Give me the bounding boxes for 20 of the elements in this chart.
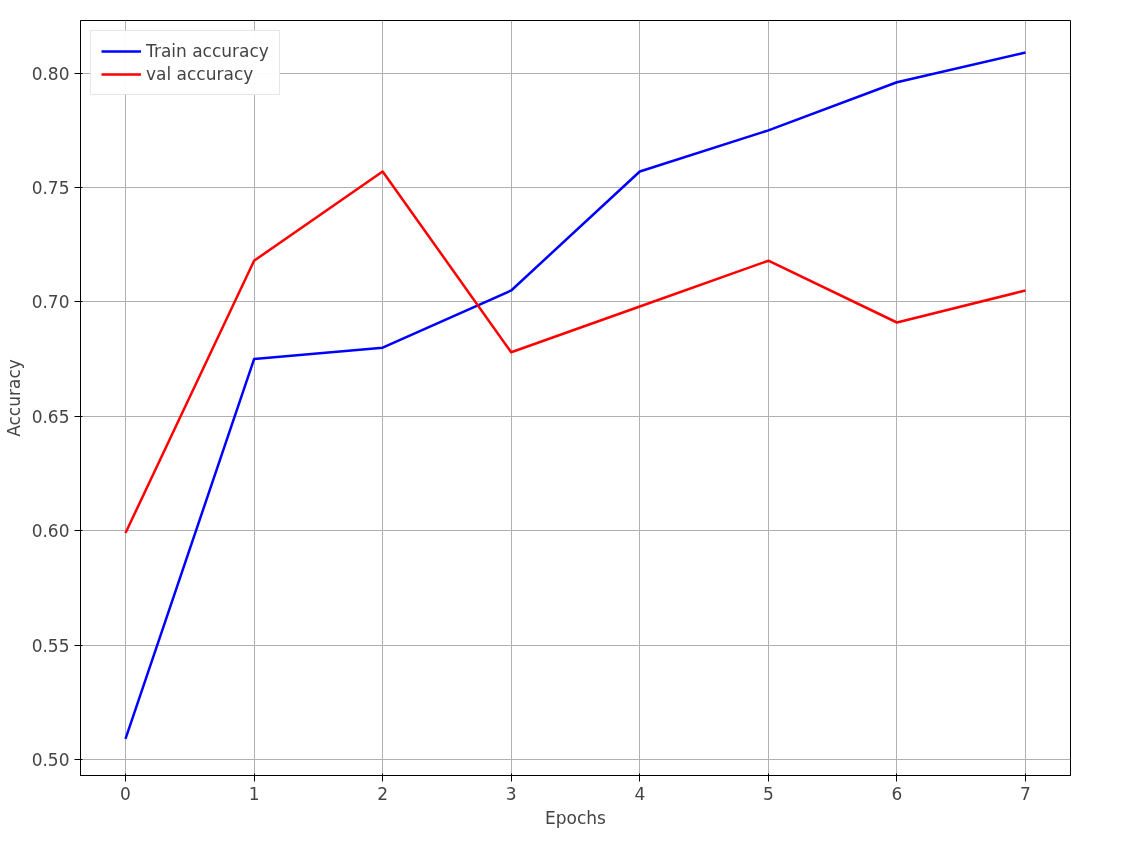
y-tick-label: 0.50 [31,749,70,770]
y-axis-title: Accuracy [3,359,24,437]
legend-label: Train accuracy [146,41,269,61]
x-tick-label: 2 [377,783,389,804]
y-tick-label: 0.60 [31,521,70,542]
y-tick-label: 0.55 [31,635,70,656]
line-series [124,170,1027,535]
x-tick-label: 5 [762,783,774,804]
x-tick-label: 7 [1020,783,1031,804]
x-axis-title: Epochs [545,807,607,828]
legend-label: val accuracy [146,64,254,84]
x-tick-label: 0 [120,783,131,804]
y-tick-label: 0.80 [31,63,70,84]
y-tick-label: 0.75 [31,178,70,199]
x-tick-label: 1 [248,783,260,804]
x-tick-label: 3 [505,783,517,804]
y-tick-label: 0.65 [31,406,70,427]
x-tick-label: 4 [634,783,646,804]
y-tick-label: 0.70 [31,292,70,313]
x-tick-label: 6 [891,783,903,804]
